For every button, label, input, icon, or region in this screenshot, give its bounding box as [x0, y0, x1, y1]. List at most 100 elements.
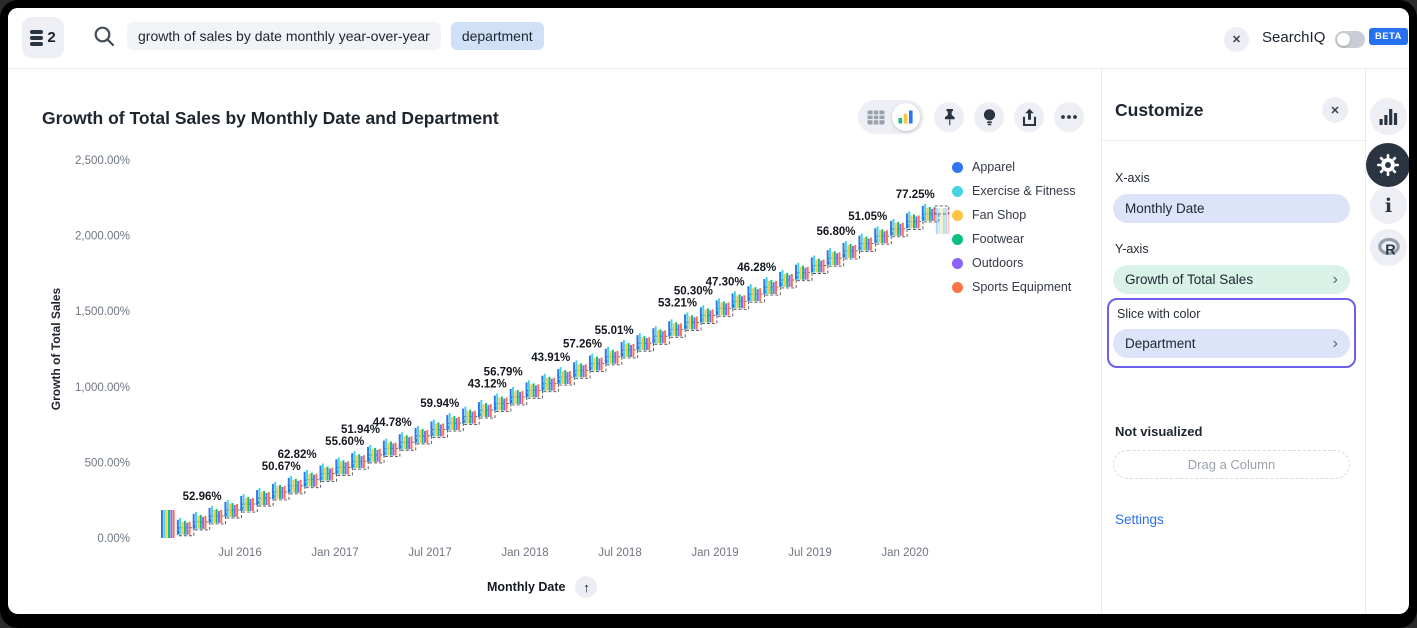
chevron-right-icon: ›	[1332, 270, 1338, 288]
svg-text:52.96%: 52.96%	[183, 491, 222, 503]
rail-info-icon: i	[1384, 194, 1393, 217]
share-button[interactable]	[1014, 102, 1044, 132]
not-visualized-label: Not visualized	[1115, 424, 1203, 439]
rail-settings-icon	[1377, 154, 1399, 176]
insights-icon	[983, 109, 995, 126]
svg-text:56.79%: 56.79%	[484, 367, 523, 379]
svg-text:55.60%: 55.60%	[325, 436, 364, 448]
drag-a-column-dropzone[interactable]: Drag a Column	[1113, 450, 1350, 479]
legend-item[interactable]: Apparel	[952, 155, 1076, 179]
table-view-button[interactable]	[862, 103, 890, 131]
svg-text:Jan 2017: Jan 2017	[311, 547, 358, 559]
settings-link[interactable]: Settings	[1115, 512, 1164, 527]
svg-text:500.00%: 500.00%	[85, 457, 130, 469]
svg-text:53.21%: 53.21%	[658, 297, 697, 309]
svg-text:62.82%: 62.82%	[278, 449, 317, 461]
svg-text:1,000.00%: 1,000.00%	[75, 382, 130, 394]
more-icon	[1061, 115, 1077, 119]
app-surface: 2 growth of sales by date monthly year-o…	[8, 8, 1409, 614]
chart-title: Growth of Total Sales by Monthly Date an…	[42, 108, 499, 128]
svg-text:50.67%: 50.67%	[262, 461, 301, 473]
search-header: 2 growth of sales by date monthly year-o…	[8, 8, 1409, 69]
legend-label: Footwear	[972, 232, 1025, 246]
close-icon: ✕	[1330, 104, 1340, 117]
slice-column-pill[interactable]: Department ›	[1113, 329, 1350, 358]
x-axis-column-value: Monthly Date	[1125, 201, 1205, 216]
svg-text:2,500.00%: 2,500.00%	[75, 155, 130, 167]
legend-item[interactable]: Sports Equipment	[952, 275, 1076, 299]
rail-chart-button[interactable]	[1370, 98, 1407, 135]
legend-item[interactable]: Outdoors	[952, 251, 1076, 275]
rail-chart-icon	[1379, 109, 1398, 125]
clear-search-button[interactable]: ✕	[1224, 27, 1249, 52]
clear-search-icon: ✕	[1231, 34, 1242, 46]
datasource-selector[interactable]: 2	[22, 17, 64, 58]
pin-icon	[944, 108, 955, 125]
search-token-query[interactable]: growth of sales by date monthly year-ove…	[127, 22, 441, 50]
svg-text:56.80%: 56.80%	[816, 226, 855, 238]
legend-color-dot	[952, 209, 963, 221]
legend-label: Fan Shop	[972, 208, 1027, 222]
svg-text:77.25%: 77.25%	[896, 189, 935, 201]
share-icon	[1022, 108, 1036, 126]
legend-color-dot	[952, 161, 963, 173]
svg-text:2,000.00%: 2,000.00%	[75, 231, 130, 243]
datasource-count: 2	[47, 29, 56, 46]
drag-a-column-placeholder: Drag a Column	[1187, 457, 1276, 472]
chart-plot[interactable]: 2,500.00% 2,000.00% 1,500.00% 1,000.00% 500.…	[20, 136, 1100, 614]
searchiq-toggle[interactable]	[1335, 31, 1365, 48]
svg-text:47.30%: 47.30%	[706, 276, 745, 288]
x-axis-title: Monthly Date	[487, 580, 566, 594]
legend-color-dot	[952, 185, 963, 197]
svg-text:Growth of Total Sales: Growth of Total Sales	[49, 287, 63, 410]
x-axis-title-row: Monthly Date ↑	[487, 576, 598, 598]
slice-with-color-highlight	[1107, 298, 1356, 368]
slice-column-value: Department	[1125, 336, 1196, 351]
y-axis-column-pill[interactable]: Growth of Total Sales ›	[1113, 265, 1350, 294]
svg-text:Jul 2017: Jul 2017	[408, 547, 451, 559]
svg-text:50.30%: 50.30%	[674, 285, 713, 297]
rail-info-button[interactable]: i	[1370, 187, 1407, 224]
x-axis-column-pill[interactable]: Monthly Date	[1113, 194, 1350, 223]
chart-view-icon	[898, 110, 913, 124]
svg-text:Jul 2019: Jul 2019	[788, 547, 831, 559]
legend-label: Apparel	[972, 160, 1016, 174]
svg-text:44.78%: 44.78%	[373, 417, 412, 429]
svg-text:Jul 2016: Jul 2016	[218, 547, 261, 559]
insights-button[interactable]	[974, 102, 1004, 132]
chart-toolbar	[858, 100, 1084, 134]
more-options-button[interactable]	[1054, 102, 1084, 132]
svg-text:43.12%: 43.12%	[468, 379, 507, 391]
svg-text:46.28%: 46.28%	[737, 262, 776, 274]
svg-text:59.94%: 59.94%	[420, 398, 459, 410]
view-toggle	[858, 100, 924, 134]
search-token-department[interactable]: department	[450, 22, 544, 50]
svg-text:Jan 2020: Jan 2020	[881, 547, 928, 559]
legend-label: Outdoors	[972, 256, 1024, 270]
pin-button[interactable]	[934, 102, 964, 132]
search-icon	[94, 26, 115, 46]
chart-view-button[interactable]	[892, 103, 920, 131]
svg-text:57.26%: 57.26%	[563, 339, 602, 351]
sort-ascending-button[interactable]: ↑	[575, 576, 598, 598]
rail-r-button[interactable]: R	[1370, 229, 1407, 266]
y-axis-column-value: Growth of Total Sales	[1125, 272, 1254, 287]
table-view-icon	[867, 110, 885, 124]
y-axis-section-label: Y-axis	[1115, 242, 1149, 256]
legend-item[interactable]: Footwear	[952, 227, 1076, 251]
chart-legend: Apparel Exercise & Fitness Fan Shop Footwea…	[952, 155, 1076, 299]
customize-panel-title: Customize	[1115, 100, 1204, 120]
slice-section-label: Slice with color	[1117, 307, 1201, 321]
sort-ascending-icon: ↑	[583, 579, 590, 595]
legend-label: Sports Equipment	[972, 280, 1072, 294]
datasource-icon	[30, 29, 44, 46]
legend-item[interactable]: Exercise & Fitness	[952, 179, 1076, 203]
search-bar[interactable]: growth of sales by date monthly year-ove…	[92, 22, 544, 50]
svg-text:43.91%: 43.91%	[531, 352, 570, 364]
customize-close-button[interactable]: ✕	[1322, 97, 1348, 123]
svg-text:Jul 2018: Jul 2018	[598, 547, 641, 559]
svg-text:0.00%: 0.00%	[97, 533, 130, 545]
legend-item[interactable]: Fan Shop	[952, 203, 1076, 227]
rail-settings-button[interactable]	[1366, 143, 1409, 187]
